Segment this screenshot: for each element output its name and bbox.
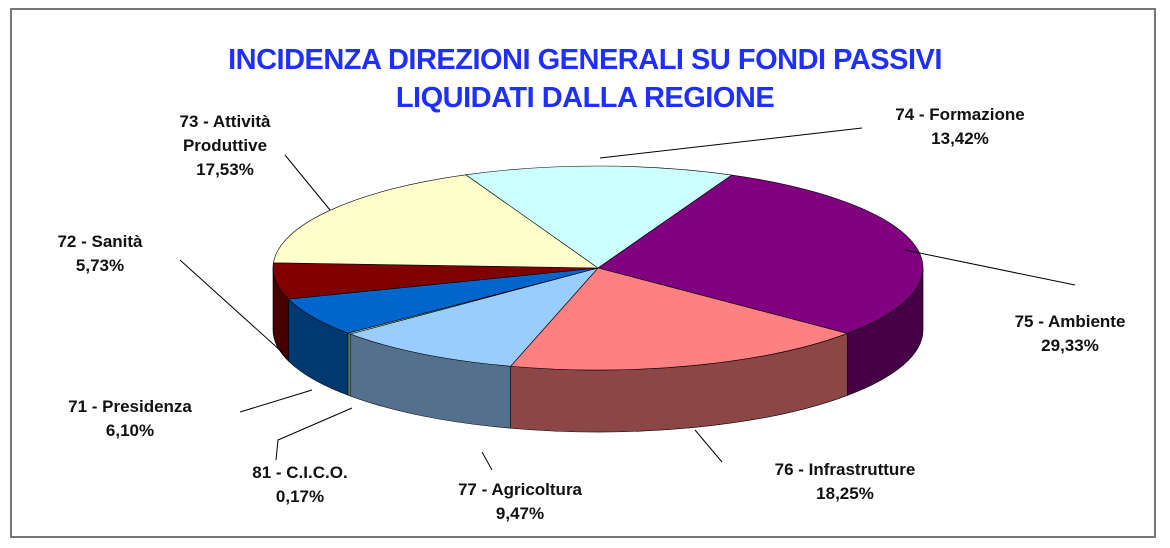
leader-line [481,451,493,471]
category-label: 76 - Infrastrutture [774,460,916,479]
category-label: 75 - Ambiente [1014,312,1126,331]
chart-frame [10,8,1156,538]
leader-line [239,389,313,413]
value-label: 6,10% [105,421,155,440]
value-label: 17,53% [196,160,254,179]
slice-label: 73 - Attività Produttive 17,53% [155,110,295,182]
category-label: 71 - Presidenza [68,397,192,416]
leader-line [284,154,331,211]
category-label: 73 - Attività Produttive [179,112,271,155]
value-label: 0,17% [275,487,325,506]
chart-title: INCIDENZA DIREZIONI GENERALI SU FONDI PA… [228,44,942,76]
pie-slice [509,267,849,371]
pie-slice [287,267,599,334]
slice-label: 76 - Infrastrutture 18,25% [715,458,975,506]
leader-line [599,127,863,159]
leader-line [275,407,353,461]
pie-slice [349,267,599,367]
slice-label: 72 - Sanità 5,73% [0,230,200,278]
pie-slice [465,165,733,269]
value-label: 5,73% [75,256,125,275]
leader-line [179,259,283,353]
category-label: 72 - Sanità [57,232,143,251]
pie-slice [273,174,599,269]
chart-title: LIQUIDATI DALLA REGIONE [395,82,775,114]
category-label: 74 - Formazione [895,105,1025,124]
leader-line [904,249,1076,286]
value-label: 9,47% [495,504,545,523]
slice-label: 77 - Agricoltura 9,47% [390,478,650,526]
value-label: 18,25% [816,484,874,503]
slice-label: 75 - Ambiente 29,33% [940,310,1170,358]
pie-slice [597,174,924,334]
pie-slice-side [347,332,351,397]
category-label: 81 - C.I.C.O. [252,463,348,482]
leader-line [694,429,723,463]
slice-label: 74 - Formazione 13,42% [830,103,1090,151]
slice-label: 71 - Presidenza 6,10% [20,395,240,443]
category-label: 77 - Agricoltura [457,480,583,499]
value-label: 13,42% [931,129,989,148]
slice-label: 81 - C.I.C.O. 0,17% [200,461,400,509]
value-label: 29,33% [1041,336,1099,355]
